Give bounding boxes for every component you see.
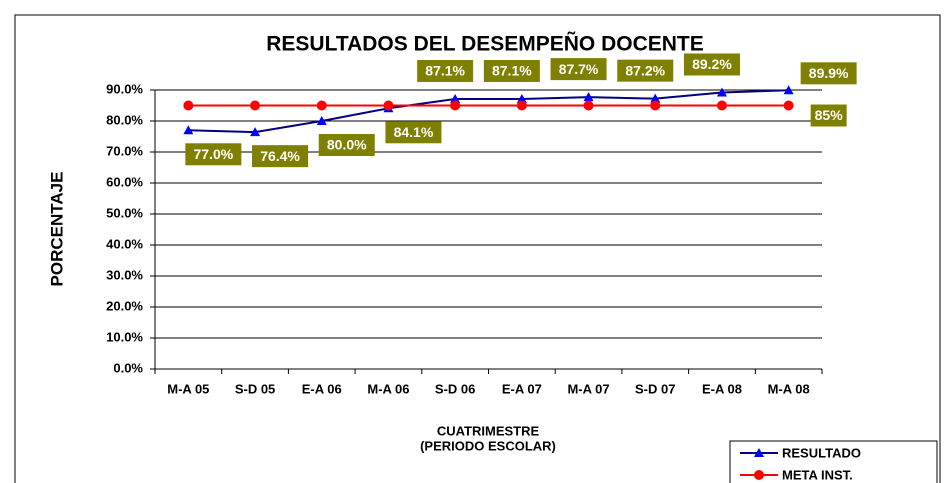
- data-point: [583, 92, 594, 102]
- data-point: [783, 100, 794, 111]
- data-point: [716, 100, 727, 111]
- y-axis-title: PORCENTAJE: [47, 172, 66, 287]
- x-tick-label: M-A 05: [167, 381, 209, 396]
- data-label: 84.1%: [394, 124, 434, 140]
- series: [183, 85, 794, 137]
- data-point: [650, 93, 661, 103]
- data-point: [583, 100, 594, 111]
- data-label: 87.1%: [492, 63, 532, 79]
- chart-title: RESULTADOS DEL DESEMPEÑO DOCENTE: [266, 33, 704, 56]
- data-point: [783, 85, 794, 95]
- data-label: 87.2%: [625, 62, 665, 78]
- data-label: 87.1%: [425, 63, 465, 79]
- legend-label: RESULTADO: [782, 445, 861, 460]
- data-point: [516, 93, 527, 103]
- data-point: [754, 470, 764, 480]
- y-tick-label: 80.0%: [106, 112, 143, 127]
- data-point: [516, 100, 527, 111]
- x-tick-label: E-A 07: [502, 381, 542, 396]
- data-label: 89.2%: [692, 56, 732, 72]
- y-tick-label: 70.0%: [106, 143, 143, 158]
- data-point: [250, 100, 261, 111]
- series-line: [188, 89, 789, 134]
- data-point: [754, 448, 764, 457]
- y-tick-label: 40.0%: [106, 236, 143, 251]
- data-label-box: [483, 59, 540, 82]
- series: [183, 100, 794, 111]
- data-label-box: [185, 143, 242, 166]
- data-label-box: [800, 62, 857, 85]
- x-axis-title: (PERIODO ESCOLAR): [420, 438, 556, 453]
- data-point: [183, 125, 194, 135]
- data-point: [250, 127, 261, 137]
- y-tick-label: 90.0%: [106, 81, 143, 96]
- data-label-box: [417, 59, 474, 82]
- legend: RESULTADO META INST.: [729, 440, 938, 483]
- data-label: 77.0%: [193, 146, 233, 162]
- data-point: [450, 100, 461, 111]
- x-tick-label: S-D 07: [635, 381, 675, 396]
- data-point: [650, 100, 661, 111]
- x-tick-label: E-A 06: [302, 381, 342, 396]
- data-label-box: [810, 104, 847, 127]
- data-point: [450, 93, 461, 103]
- data-label: 85%: [815, 107, 844, 123]
- data-point: [383, 100, 394, 111]
- legend-label: META INST.: [782, 467, 853, 482]
- data-label: 89.9%: [809, 65, 849, 81]
- data-label-box: [617, 59, 674, 82]
- data-label-box: [683, 53, 740, 76]
- x-axis-title: CUATRIMESTRE: [437, 423, 540, 438]
- data-point: [716, 87, 727, 97]
- data-label-box: [318, 134, 375, 156]
- data-label: 76.4%: [260, 148, 300, 164]
- data-point: [316, 100, 327, 111]
- y-tick-label: 30.0%: [106, 267, 143, 282]
- x-tick-label: M-A 08: [768, 381, 810, 396]
- y-tick-label: 60.0%: [106, 174, 143, 189]
- x-tick-label: S-D 05: [235, 381, 275, 396]
- x-tick-label: S-D 06: [435, 381, 475, 396]
- y-tick-label: 50.0%: [106, 205, 143, 220]
- y-tick-label: 0.0%: [113, 360, 143, 375]
- y-tick-label: 20.0%: [106, 298, 143, 313]
- data-point: [316, 116, 327, 125]
- chart-border: [14, 14, 941, 483]
- data-label-box: [252, 145, 309, 168]
- data-label-box: [385, 121, 442, 144]
- data-label-box: [550, 58, 607, 81]
- x-tick-label: M-A 06: [367, 381, 409, 396]
- x-tick-label: E-A 08: [702, 381, 742, 396]
- y-tick-label: 10.0%: [106, 329, 143, 344]
- x-tick-label: M-A 07: [567, 381, 609, 396]
- data-point: [183, 100, 194, 111]
- data-label: 80.0%: [327, 137, 367, 153]
- data-label: 87.7%: [559, 61, 599, 77]
